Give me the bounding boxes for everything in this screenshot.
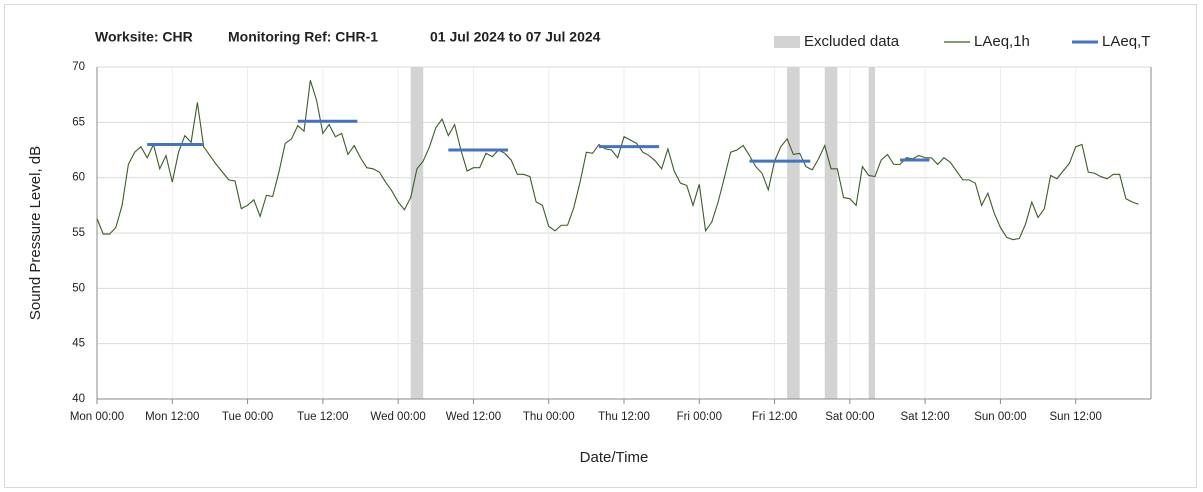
excluded-band xyxy=(824,67,838,399)
y-tick-label: 70 xyxy=(72,61,85,73)
x-tick-label: Fri 00:00 xyxy=(677,411,722,423)
x-axis-label: Date/Time xyxy=(580,449,649,466)
x-tick-label: Sun 12:00 xyxy=(1049,411,1101,423)
frame xyxy=(4,4,1197,488)
y-axis-label: Sound Pressure Level, dB xyxy=(27,146,44,320)
legend-swatch xyxy=(774,36,800,48)
x-tick-label: Mon 12:00 xyxy=(145,411,199,423)
y-tick-label: 50 xyxy=(72,282,85,294)
excluded-band xyxy=(868,67,875,399)
y-tick-label: 55 xyxy=(72,227,85,239)
y-tick-label: 65 xyxy=(72,116,85,128)
x-tick-label: Thu 00:00 xyxy=(523,411,575,423)
x-tick-label: Mon 00:00 xyxy=(70,411,124,423)
x-tick-label: Thu 12:00 xyxy=(598,411,650,423)
y-tick-label: 40 xyxy=(72,393,85,405)
chart-title: Monitoring Ref: CHR-1 xyxy=(228,29,378,45)
legend-label: Excluded data xyxy=(804,33,900,50)
x-tick-label: Sat 00:00 xyxy=(825,411,874,423)
excluded-band xyxy=(787,67,800,399)
x-tick-label: Wed 00:00 xyxy=(370,411,425,423)
legend-label: LAeq,T xyxy=(1102,33,1150,50)
x-tick-label: Sun 00:00 xyxy=(974,411,1026,423)
chart-title: Worksite: CHR xyxy=(95,29,193,45)
y-tick-label: 60 xyxy=(72,172,85,184)
x-tick-label: Tue 12:00 xyxy=(297,411,348,423)
x-tick-label: Sat 12:00 xyxy=(901,411,950,423)
series-line xyxy=(96,80,1139,241)
x-tick-label: Wed 12:00 xyxy=(446,411,501,423)
x-tick-label: Fri 12:00 xyxy=(752,411,797,423)
chart-title: 01 Jul 2024 to 07 Jul 2024 xyxy=(430,29,601,45)
y-tick-label: 45 xyxy=(72,338,85,350)
legend-label: LAeq,1h xyxy=(974,33,1030,50)
excluded-band xyxy=(410,67,424,399)
x-tick-label: Tue 00:00 xyxy=(222,411,273,423)
